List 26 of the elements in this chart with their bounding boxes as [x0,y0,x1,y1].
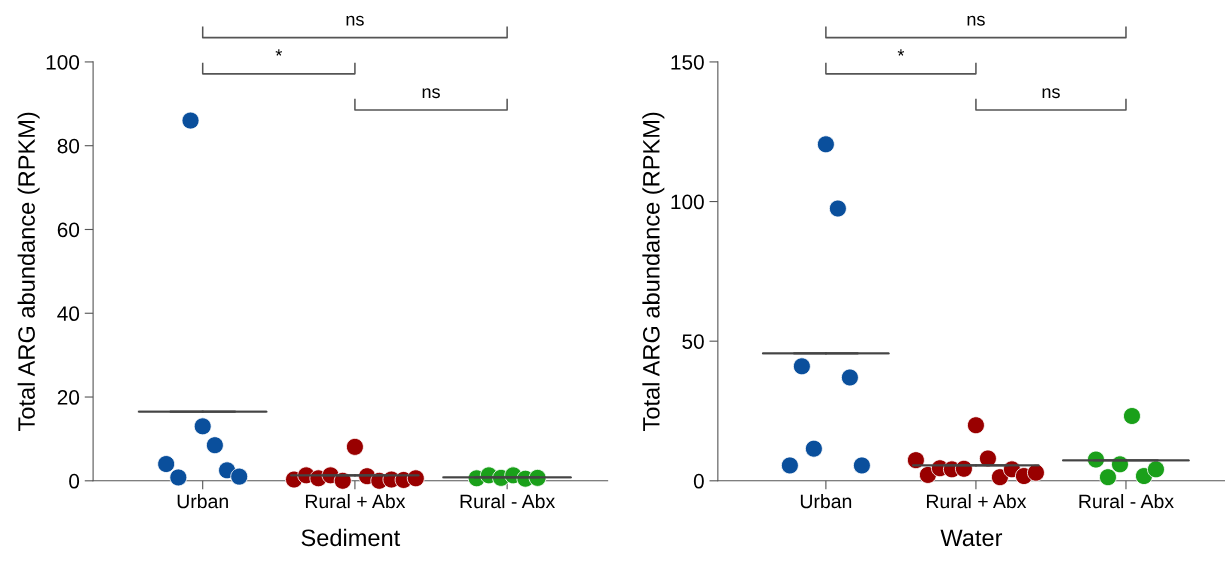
text: * [897,49,905,56]
x-tick-label: Urban [800,494,852,509]
y-tick-label: 100 [46,54,80,70]
text: ns [967,15,985,26]
y-tick-label: 0 [69,473,80,489]
y-axis-title: Total ARG abundance (RPKM) [642,112,665,431]
annotation: ns [422,88,440,99]
y-tick-label: 40 [57,306,80,322]
x-tick-label: Urban [177,494,228,509]
annotation: ns [1042,88,1060,99]
y-axis-title: Total ARG abundance (RPKM) [17,112,40,431]
text: ns [346,15,364,26]
y-tick-label: 150 [671,54,704,70]
y-tick-label: 0 [693,473,704,489]
y-tick-label: 20 [57,390,80,405]
x-tick-label: Rural - Abx [460,494,556,509]
y-tick-label: 100 [671,194,704,210]
text: * [275,49,283,56]
y-tick-label: 50 [682,334,704,349]
x-tick-label: Rural + Abx [305,494,406,509]
y-tick-label: 60 [57,222,80,238]
x-axis-title: Sediment [301,528,401,547]
x-tick-label: Rural + Abx [926,494,1027,509]
y-tick-label: 80 [57,138,80,154]
x-axis-title: Water [940,529,1003,547]
x-tick-label: Rural - Abx [1079,494,1174,509]
